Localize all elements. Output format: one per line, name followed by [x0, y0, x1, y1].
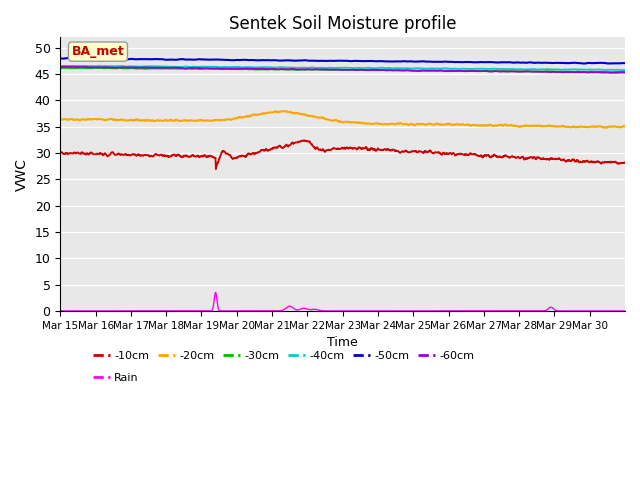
X-axis label: Time: Time	[327, 336, 358, 349]
Legend: Rain: Rain	[88, 368, 143, 387]
Title: Sentek Soil Moisture profile: Sentek Soil Moisture profile	[229, 15, 456, 33]
Y-axis label: VWC: VWC	[15, 157, 29, 191]
Text: BA_met: BA_met	[72, 45, 124, 58]
